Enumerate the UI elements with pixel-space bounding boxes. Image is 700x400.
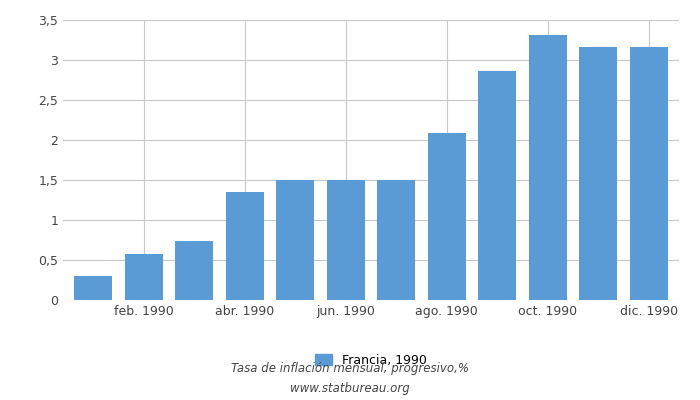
Bar	[226, 192, 264, 300]
Bar	[276, 180, 314, 300]
Legend: Francia, 1990: Francia, 1990	[315, 354, 427, 367]
Bar	[377, 180, 415, 300]
Text: www.statbureau.org: www.statbureau.org	[290, 382, 410, 395]
Bar	[175, 241, 214, 300]
Bar	[428, 133, 466, 300]
Bar	[630, 47, 668, 300]
Bar	[74, 276, 112, 300]
Bar	[125, 254, 162, 300]
Text: Tasa de inflación mensual, progresivo,%: Tasa de inflación mensual, progresivo,%	[231, 362, 469, 375]
Bar	[478, 71, 516, 300]
Bar	[327, 180, 365, 300]
Bar	[528, 35, 567, 300]
Bar	[580, 47, 617, 300]
